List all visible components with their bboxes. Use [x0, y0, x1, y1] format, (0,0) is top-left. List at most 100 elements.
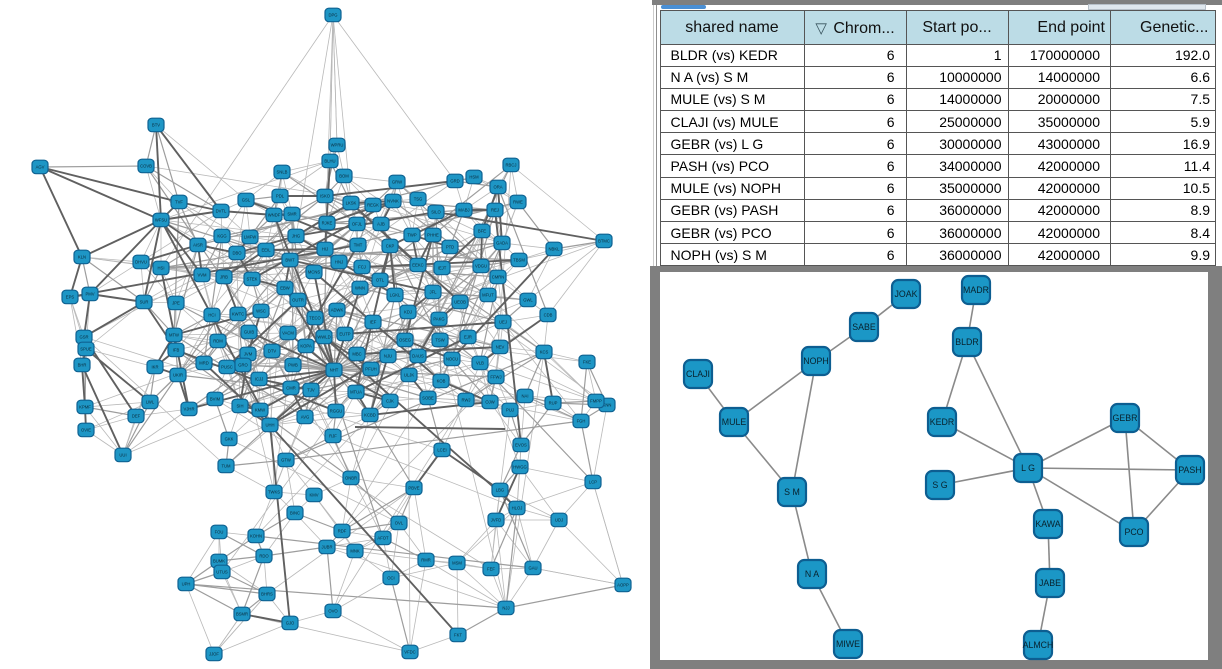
svg-text:BTMC: BTMC — [598, 239, 610, 244]
svg-text:N A: N A — [805, 569, 819, 579]
svg-text:L G: L G — [1021, 463, 1035, 473]
svg-text:BWT: BWT — [285, 258, 295, 263]
svg-text:BLHU: BLHU — [324, 159, 335, 164]
svg-text:KWTC: KWTC — [232, 312, 244, 317]
svg-text:LBG: LBG — [496, 488, 504, 493]
svg-text:KOHN: KOHN — [250, 534, 262, 539]
svg-text:GKK: GKK — [225, 437, 234, 442]
svg-text:VDGU: VDGU — [475, 264, 487, 269]
svg-text:BOM: BOM — [339, 174, 349, 179]
svg-text:WSC: WSC — [256, 309, 266, 314]
svg-text:KEDR: KEDR — [930, 417, 954, 427]
svg-text:TSW: TSW — [435, 338, 444, 343]
svg-text:WWLD: WWLD — [317, 335, 330, 340]
svg-text:JOAK: JOAK — [895, 289, 918, 299]
svg-text:IFB: IFB — [173, 348, 180, 353]
svg-text:WPRU: WPRU — [331, 143, 344, 148]
svg-text:HCI: HCI — [208, 313, 215, 318]
svg-text:PMV: PMV — [85, 292, 94, 297]
svg-text:S M: S M — [784, 487, 800, 497]
svg-text:SNLB: SNLB — [277, 170, 288, 175]
svg-text:UEOB: UEOB — [454, 300, 466, 305]
svg-text:NJU: NJU — [384, 354, 392, 359]
svg-text:RGGU: RGGU — [330, 409, 343, 414]
svg-text:PTD: PTD — [446, 245, 454, 250]
svg-text:PDL: PDL — [276, 194, 285, 199]
svg-text:UKIR: UKIR — [173, 373, 183, 378]
svg-text:MADR: MADR — [963, 285, 989, 295]
svg-text:IKR: IKR — [152, 365, 159, 370]
svg-text:MIWE: MIWE — [836, 639, 860, 649]
svg-text:JJOF: JJOF — [209, 652, 219, 657]
svg-text:TVF: TVF — [175, 200, 183, 205]
svg-text:RWJ: RWJ — [462, 398, 471, 403]
svg-text:JRB: JRB — [220, 275, 228, 280]
svg-text:KCS: KCS — [540, 350, 549, 355]
svg-text:TWP: TWP — [407, 233, 417, 238]
svg-text:BSMR: BSMR — [236, 612, 248, 617]
svg-text:TMT: TMT — [354, 243, 363, 248]
svg-text:VACM: VACM — [282, 331, 294, 336]
svg-text:MTW: MTW — [169, 333, 179, 338]
svg-text:BINC: BINC — [290, 511, 300, 516]
svg-text:FEF: FEF — [487, 567, 495, 572]
svg-text:REGK: REGK — [367, 203, 379, 208]
svg-text:GWL: GWL — [523, 298, 533, 303]
svg-text:LKSK: LKSK — [346, 201, 357, 206]
svg-text:BHRS: BHRS — [261, 592, 273, 597]
svg-text:GADA: GADA — [496, 241, 508, 246]
svg-text:OUTR: OUTR — [292, 298, 304, 303]
svg-text:NJJ: NJJ — [502, 606, 509, 611]
svg-text:HSI: HSI — [158, 266, 165, 271]
svg-text:SOBE: SOBE — [422, 396, 434, 401]
svg-text:ONBR: ONBR — [345, 476, 357, 481]
svg-text:PAKG: PAKG — [433, 317, 444, 322]
svg-text:CMR: CMR — [286, 386, 296, 391]
svg-text:KOPA: KOPA — [300, 344, 312, 349]
svg-text:UEJ: UEJ — [499, 320, 507, 325]
svg-text:NEV: NEV — [496, 345, 505, 350]
svg-text:BUMK: BUMK — [213, 559, 225, 564]
svg-text:GRD: GRD — [450, 179, 459, 184]
svg-text:KAWA: KAWA — [1035, 519, 1060, 529]
svg-text:DEF: DEF — [132, 414, 141, 419]
svg-text:BVIM: BVIM — [210, 397, 221, 402]
svg-text:S G: S G — [932, 480, 947, 490]
svg-text:PUSC: PUSC — [221, 365, 233, 370]
svg-text:BHR: BHR — [78, 363, 87, 368]
svg-text:HIJ: HIJ — [322, 247, 328, 252]
svg-text:SABE: SABE — [852, 322, 876, 332]
svg-text:PBVE: PBVE — [408, 486, 419, 491]
svg-text:OJW: OJW — [485, 400, 494, 405]
svg-text:AFOT: AFOT — [377, 536, 389, 541]
svg-text:KOB: KOB — [437, 379, 446, 384]
svg-text:JVM: JVM — [244, 352, 253, 357]
svg-text:FCJ: FCJ — [358, 265, 366, 270]
svg-text:RJF: RJF — [329, 434, 337, 439]
svg-text:CMRN: CMRN — [492, 275, 505, 280]
svg-text:IEJT: IEJT — [438, 266, 447, 271]
svg-text:KNN: KNN — [603, 403, 612, 408]
svg-text:RWE: RWE — [513, 200, 523, 205]
svg-text:FOU: FOU — [215, 530, 224, 535]
svg-text:HSM: HSM — [469, 175, 479, 180]
svg-text:SIH: SIH — [237, 404, 244, 409]
svg-text:ULJK: ULJK — [404, 373, 414, 378]
svg-text:EVOS: EVOS — [515, 443, 527, 448]
svg-text:EEIL: EEIL — [261, 248, 271, 253]
svg-text:LCEI: LCEI — [437, 448, 446, 453]
svg-text:WNDF: WNDF — [268, 213, 281, 218]
svg-text:WFSU: WFSU — [155, 218, 167, 223]
svg-text:STEK: STEK — [247, 277, 258, 282]
svg-text:MTUA: MTUA — [350, 390, 362, 395]
svg-text:AJB: AJB — [377, 222, 385, 227]
svg-text:TBSM: TBSM — [513, 258, 525, 263]
svg-text:OTL: OTL — [376, 278, 385, 283]
svg-text:UUI: UUI — [119, 453, 126, 458]
svg-text:PASH: PASH — [1178, 465, 1201, 475]
svg-text:EJR: EJR — [464, 335, 472, 340]
svg-text:MULE: MULE — [722, 417, 747, 427]
svg-text:OCI: OCI — [387, 576, 394, 581]
svg-text:KGG: KGG — [217, 234, 226, 239]
svg-text:RMR: RMR — [421, 558, 431, 563]
